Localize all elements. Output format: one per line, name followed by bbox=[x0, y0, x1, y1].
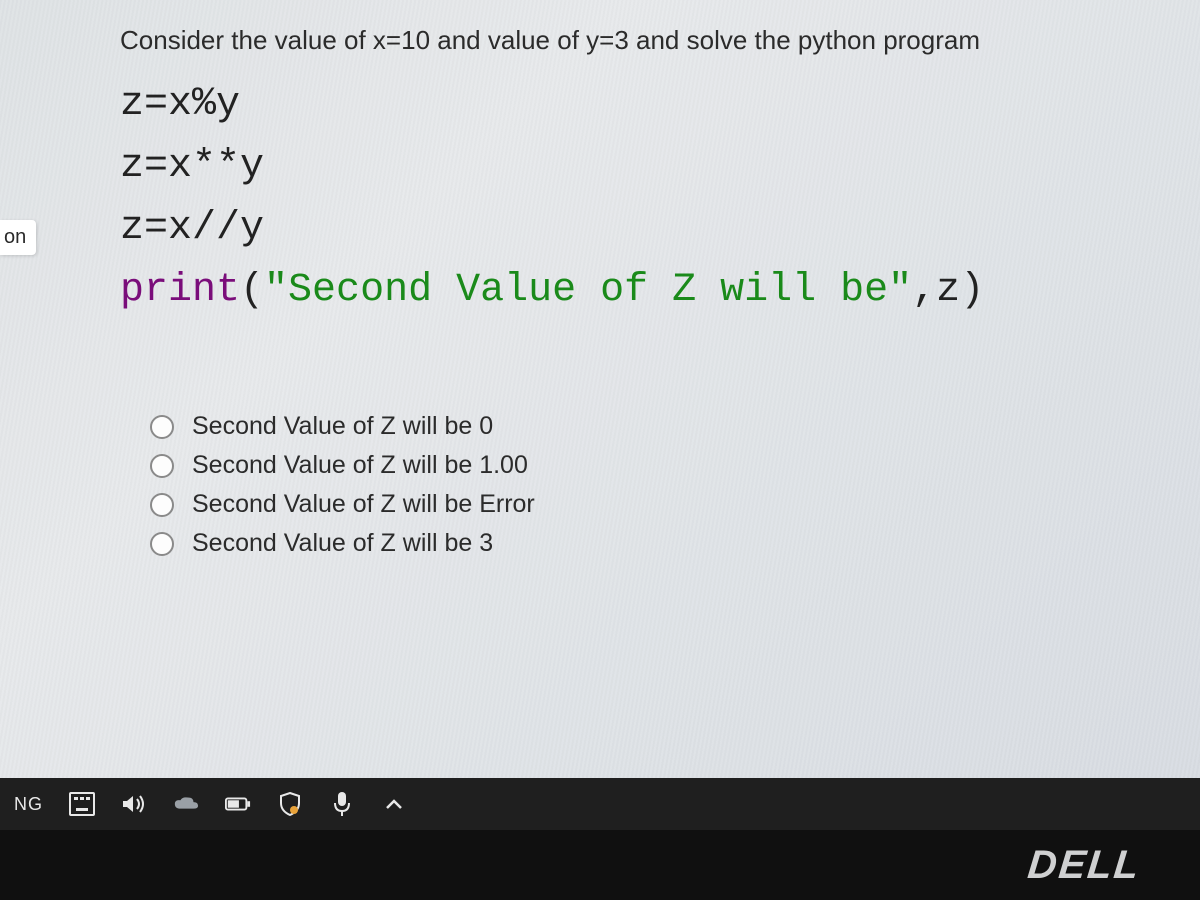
left-panel-tab-label: on bbox=[4, 226, 26, 248]
code-line-1: z=x%y bbox=[120, 74, 1160, 136]
option-row[interactable]: Second Value of Z will be 3 bbox=[150, 529, 1160, 558]
code-line-3: z=x//y bbox=[120, 198, 1160, 260]
taskbar-language-indicator[interactable]: NG bbox=[14, 794, 43, 815]
left-panel-tab[interactable]: on bbox=[0, 220, 36, 255]
keyboard-icon[interactable] bbox=[69, 791, 95, 817]
radio-icon[interactable] bbox=[150, 454, 174, 478]
chevron-up-icon[interactable] bbox=[381, 791, 407, 817]
code-print-keyword: print bbox=[120, 268, 240, 313]
code-line-2: z=x**y bbox=[120, 136, 1160, 198]
option-row[interactable]: Second Value of Z will be 0 bbox=[150, 412, 1160, 441]
monitor-bezel: DELL bbox=[0, 830, 1200, 900]
battery-icon[interactable] bbox=[225, 791, 251, 817]
microphone-icon[interactable] bbox=[329, 791, 355, 817]
code-arg: z bbox=[936, 268, 960, 313]
question-content: Consider the value of x=10 and value of … bbox=[120, 25, 1160, 568]
dell-logo: DELL bbox=[1025, 843, 1142, 888]
radio-icon[interactable] bbox=[150, 415, 174, 439]
radio-icon[interactable] bbox=[150, 493, 174, 517]
code-string-literal: "Second Value of Z will be" bbox=[264, 268, 912, 313]
code-block: z=x%y z=x**y z=x//y print("Second Value … bbox=[120, 74, 1160, 322]
screen: on Consider the value of x=10 and value … bbox=[0, 0, 1200, 900]
option-row[interactable]: Second Value of Z will be 1.00 bbox=[150, 451, 1160, 480]
option-label: Second Value of Z will be 1.00 bbox=[192, 451, 528, 480]
onedrive-icon[interactable] bbox=[173, 791, 199, 817]
option-label: Second Value of Z will be 0 bbox=[192, 412, 493, 441]
option-label: Second Value of Z will be 3 bbox=[192, 529, 493, 558]
volume-icon[interactable] bbox=[121, 791, 147, 817]
answer-options: Second Value of Z will be 0 Second Value… bbox=[150, 412, 1160, 558]
security-icon[interactable] bbox=[277, 791, 303, 817]
radio-icon[interactable] bbox=[150, 532, 174, 556]
code-close-paren: ) bbox=[960, 268, 984, 313]
question-text: Consider the value of x=10 and value of … bbox=[120, 25, 1160, 56]
code-line-4: print("Second Value of Z will be",z) bbox=[120, 260, 1160, 322]
code-comma: , bbox=[912, 268, 936, 313]
option-label: Second Value of Z will be Error bbox=[192, 490, 535, 519]
code-open-paren: ( bbox=[240, 268, 264, 313]
option-row[interactable]: Second Value of Z will be Error bbox=[150, 490, 1160, 519]
taskbar: NG bbox=[0, 778, 1200, 830]
